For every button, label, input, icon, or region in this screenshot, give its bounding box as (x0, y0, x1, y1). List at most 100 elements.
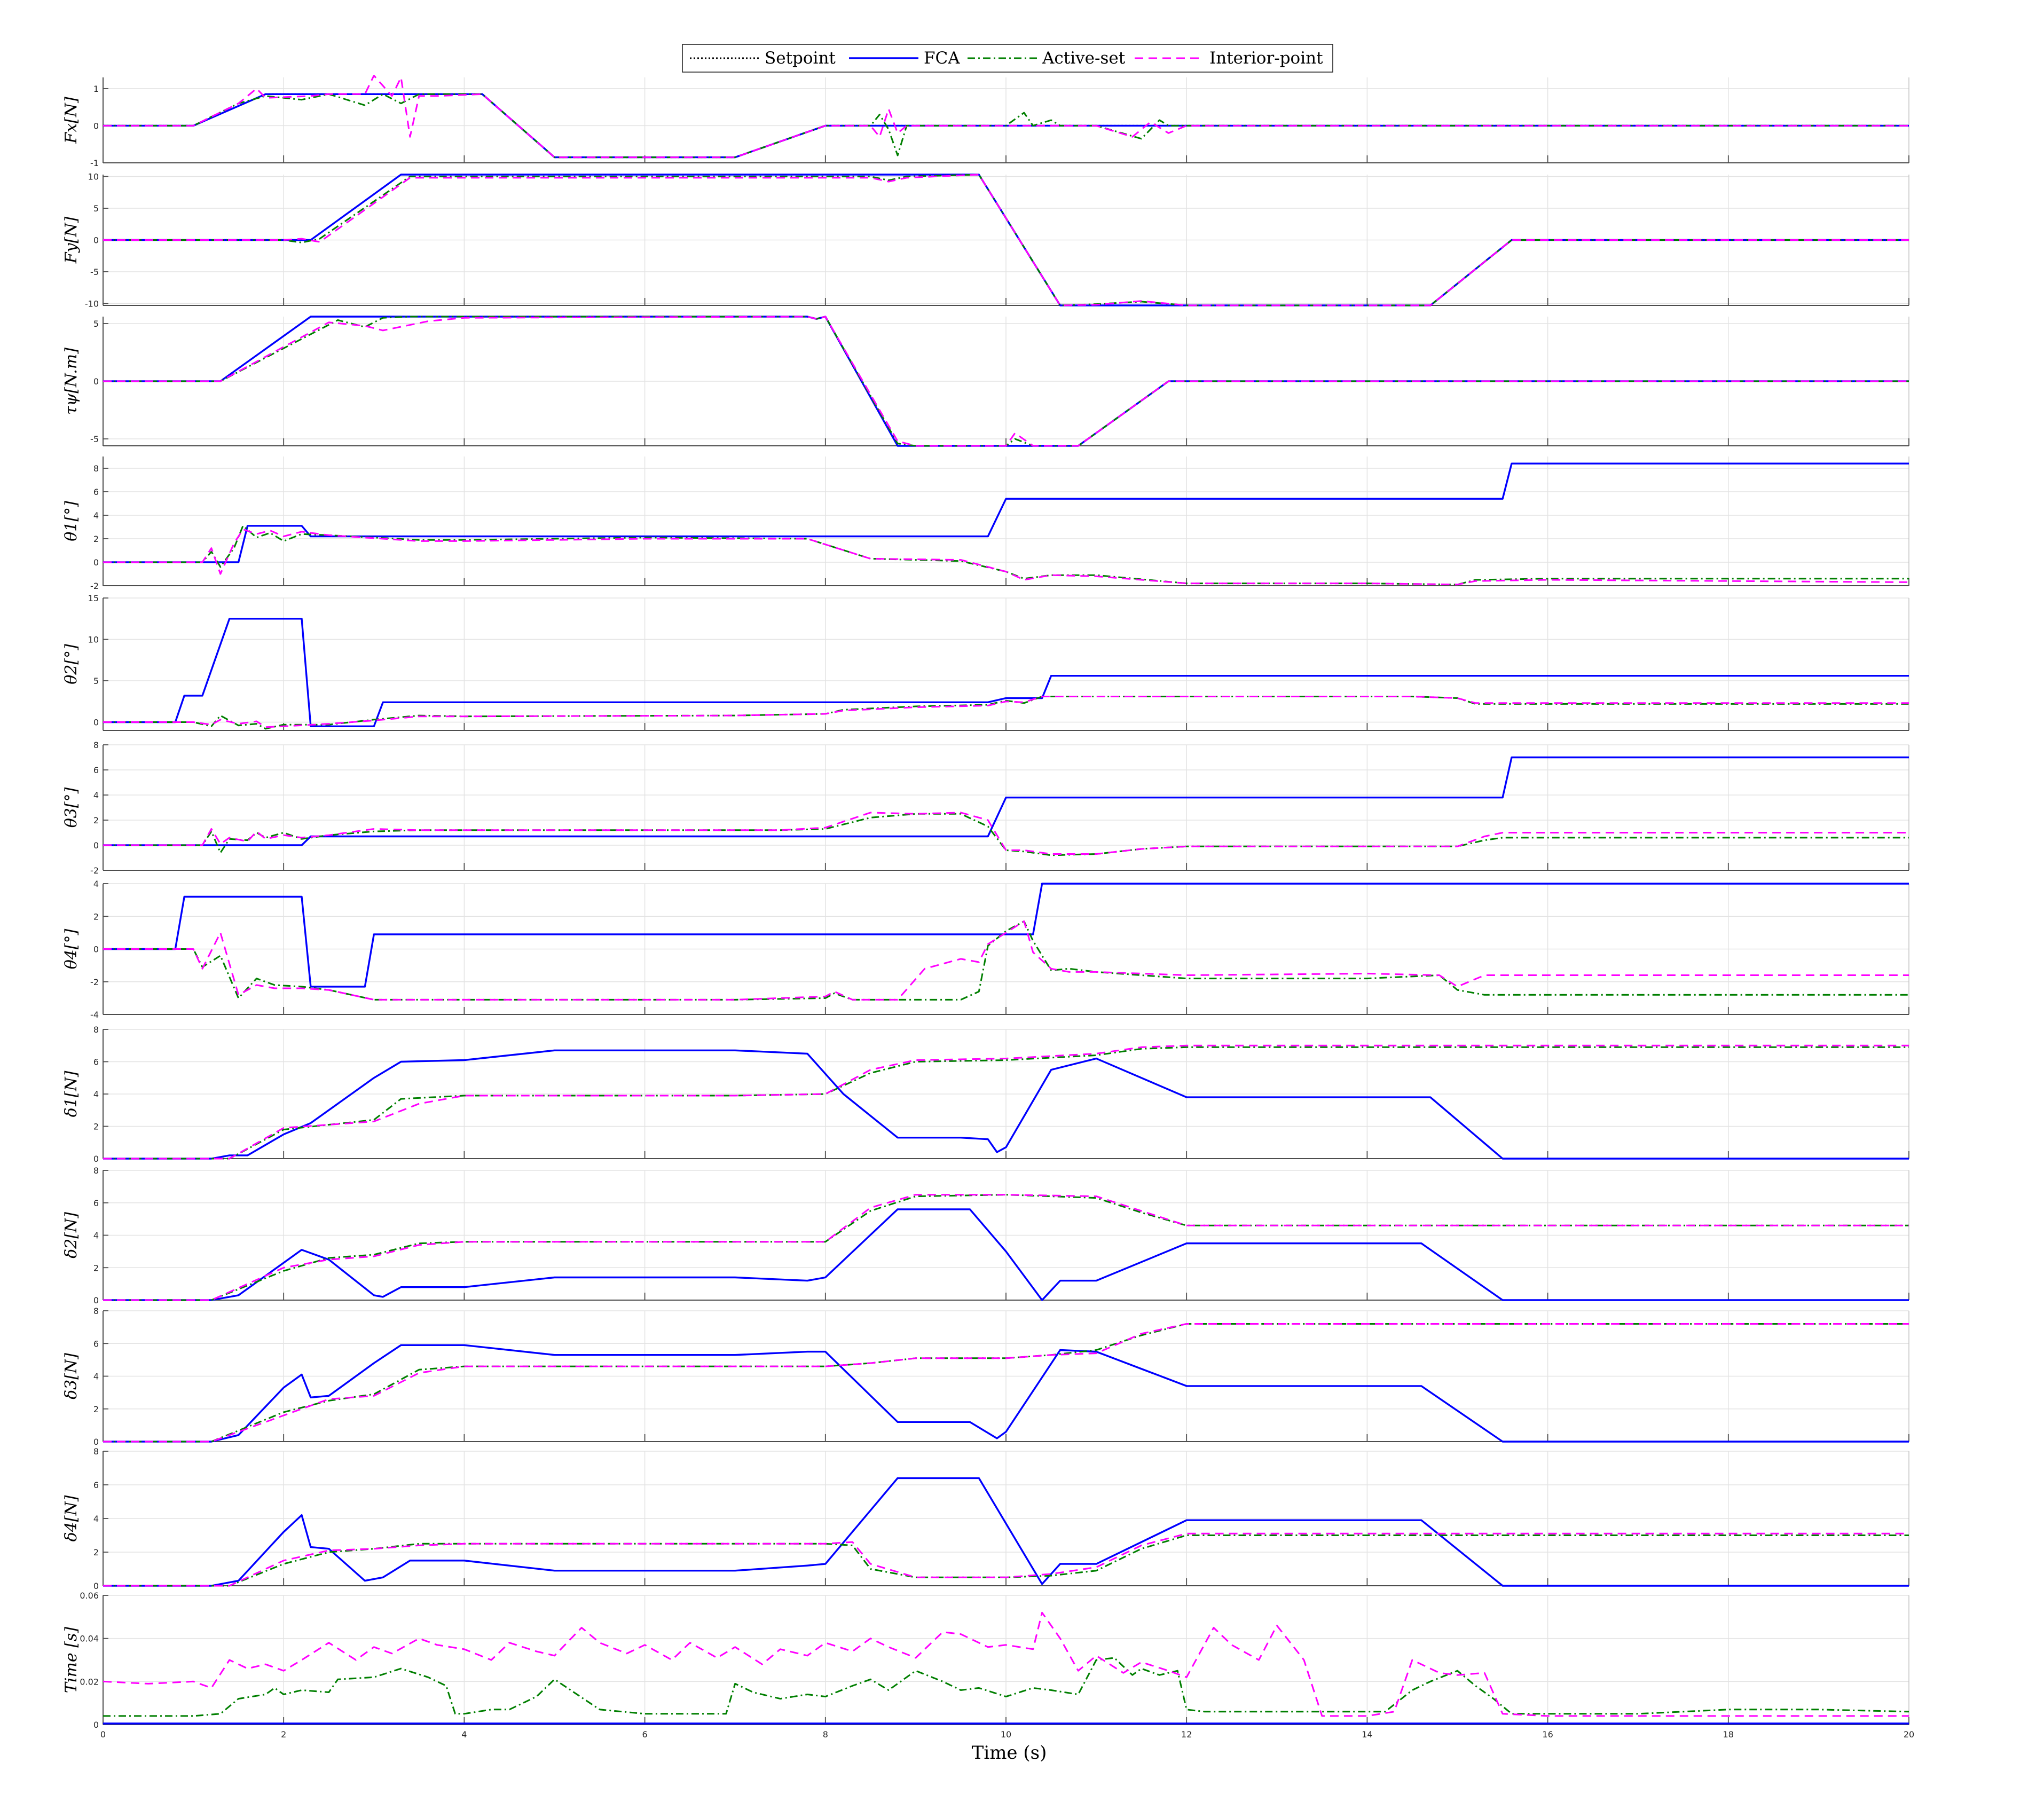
y-tick-label: 5 (93, 203, 99, 214)
series-line-active-set (103, 920, 1909, 1001)
series-line-interior-point (103, 174, 1909, 306)
y-tick-label: 15 (88, 593, 99, 603)
y-tick-label: 6 (93, 1339, 99, 1349)
legend-item-interior-point: Interior-point (1135, 49, 1323, 68)
series-line-interior-point (103, 1194, 1909, 1301)
y-tick-label: 2 (93, 815, 99, 825)
y-tick-label: -2 (90, 977, 99, 987)
y-tick-label: 4 (93, 790, 99, 800)
series-line-interior-point (103, 696, 1909, 728)
legend-item-setpoint: Setpoint (690, 49, 836, 68)
subplot-1: -1 0 1 Fx[N] (62, 75, 1909, 168)
y-tick-label: 0 (93, 1295, 99, 1305)
y-tick-label: 0 (93, 557, 99, 568)
x-tick-label: 6 (642, 1729, 648, 1740)
legend-box (682, 44, 1333, 73)
y-tick-label: -10 (85, 298, 99, 309)
y-tick-label: 8 (93, 463, 99, 474)
legend-label: Interior-point (1209, 49, 1323, 68)
y-tick-label: 2 (93, 534, 99, 544)
series-group (103, 1044, 1909, 1160)
series-line-active-set (103, 1535, 1909, 1587)
y-tick-label: 0.06 (80, 1591, 99, 1601)
y-axis-label: δ2[N] (62, 1212, 81, 1258)
y-tick-label: 0 (93, 376, 99, 387)
series-group (103, 883, 1909, 1001)
y-tick-label: -5 (90, 267, 99, 277)
subplot-11: 0 2 4 6 8 δ4[N] (62, 1446, 1909, 1591)
subplot-12: 0 0.02 0.04 0.06 Time [s] 0 2 4 6 8 10 12 14 16 18 20 (62, 1591, 1914, 1740)
legend-label: Active-set (1042, 49, 1126, 68)
y-tick-label: 4 (93, 510, 99, 521)
x-axis: Time (s) (972, 1742, 1047, 1764)
y-tick-label: 4 (93, 1231, 99, 1241)
series-line-interior-point (103, 528, 1909, 586)
y-tick-label: 0 (93, 1581, 99, 1591)
series-line-fca (103, 1344, 1909, 1443)
y-tick-label: 2 (93, 1547, 99, 1557)
y-tick-label: 2 (93, 1122, 99, 1132)
series-line-interior-point (103, 1611, 1909, 1717)
subplot-10: 0 2 4 6 8 δ3[N] (62, 1306, 1909, 1447)
y-tick-label: 10 (88, 635, 99, 645)
y-tick-label: 10 (88, 172, 99, 182)
x-tick-label: 16 (1542, 1729, 1553, 1740)
y-tick-label: 2 (93, 911, 99, 922)
legend-item-active-set: Active-set (968, 49, 1126, 68)
y-tick-label: 0 (93, 1720, 99, 1730)
y-tick-label: 0 (93, 945, 99, 955)
y-tick-label: 5 (93, 676, 99, 686)
series-group (103, 1194, 1909, 1301)
series-group (103, 618, 1909, 730)
x-tick-label: 20 (1904, 1729, 1914, 1740)
y-tick-label: 0.04 (80, 1634, 99, 1644)
y-axis-label: Fx[N] (62, 97, 81, 144)
legend-label: FCA (924, 49, 960, 68)
series-group (103, 1477, 1909, 1587)
y-axis-label: δ4[N] (62, 1495, 81, 1541)
subplot-5: 0 5 10 15 θ2[°] (62, 593, 1909, 731)
series-group (103, 316, 1909, 447)
series-line-active-set (103, 1046, 1909, 1160)
series-line-fca (103, 462, 1909, 563)
y-tick-label: 4 (93, 1514, 99, 1524)
legend-item-fca: FCA (849, 49, 960, 68)
y-tick-label: 8 (93, 740, 99, 750)
x-tick-label: 18 (1723, 1729, 1734, 1740)
series-line-interior-point (103, 1323, 1909, 1443)
y-axis-label: Fy[N] (62, 216, 81, 264)
y-axis-label: θ1[°] (62, 501, 81, 541)
series-line-active-set (103, 174, 1909, 306)
y-tick-label: -4 (90, 1010, 99, 1020)
series-line-active-set (103, 1323, 1909, 1443)
legend: Setpoint FCA Active-set Interior-point (682, 44, 1333, 73)
y-tick-label: 5 (93, 319, 99, 329)
series-group (103, 174, 1909, 306)
y-tick-label: 0 (93, 121, 99, 131)
y-axis-label: θ2[°] (62, 644, 81, 684)
x-axis-label: Time (s) (972, 1742, 1047, 1764)
series-line-fca (103, 1208, 1909, 1301)
series-line-active-set (103, 1194, 1909, 1301)
y-tick-label: 4 (93, 1089, 99, 1099)
subplot-2: -10 -5 0 5 10 Fy[N] (62, 172, 1909, 309)
y-axis-label: τψ[N.m] (62, 348, 81, 415)
y-tick-label: -1 (90, 158, 99, 168)
grid (103, 597, 1909, 730)
subplot-6: -2 0 2 4 6 8 θ3[°] (62, 740, 1909, 876)
x-tick-label: 10 (1001, 1729, 1011, 1740)
x-tick-label: 2 (281, 1729, 286, 1740)
series-group (103, 462, 1909, 586)
series-group (103, 756, 1909, 856)
series-group (103, 75, 1909, 159)
x-tick-label: 0 (100, 1729, 106, 1740)
subplot-9: 0 2 4 6 8 δ2[N] (62, 1166, 1909, 1305)
x-tick-label: 8 (823, 1729, 828, 1740)
y-tick-label: 8 (93, 1306, 99, 1316)
series-line-interior-point (103, 920, 1909, 1001)
y-tick-label: 2 (93, 1263, 99, 1273)
y-axis-label: δ3[N] (62, 1353, 81, 1399)
series-line-interior-point (103, 75, 1909, 159)
y-tick-label: 8 (93, 1025, 99, 1035)
series-line-fca (103, 1477, 1909, 1587)
